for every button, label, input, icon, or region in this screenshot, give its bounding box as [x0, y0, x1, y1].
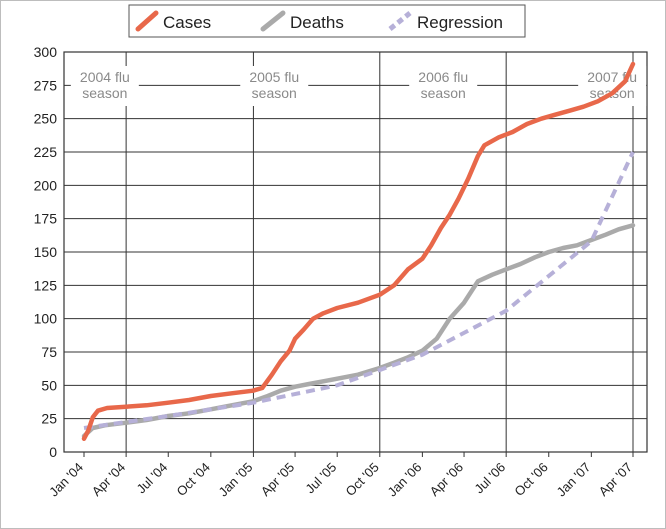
x-tick-label: Jan '06	[385, 460, 425, 500]
y-tick-label: 150	[34, 244, 58, 260]
annotation-flu-season: 2006 flu	[418, 69, 468, 85]
legend-label-cases: Cases	[163, 13, 211, 32]
x-tick-label: Jul '05	[302, 460, 339, 497]
legend: Cases Deaths Regression	[128, 4, 526, 38]
x-tick-label: Apr '05	[258, 460, 297, 499]
y-tick-label: 300	[34, 44, 58, 60]
legend-swatch-deaths	[260, 10, 286, 32]
x-tick-label: Apr '07	[596, 460, 635, 499]
x-tick-label: Apr '04	[89, 460, 128, 499]
x-tick-label: Jan '05	[216, 460, 256, 500]
y-tick-label: 100	[34, 311, 58, 327]
series-line-cases	[81, 61, 636, 441]
y-tick-label: 200	[34, 177, 58, 193]
series-line-deaths	[81, 223, 636, 439]
legend-box	[128, 4, 526, 38]
y-tick-label: 225	[34, 144, 58, 160]
y-tick-label: 50	[41, 377, 57, 393]
legend-swatch-regression	[388, 11, 412, 31]
x-tick-label: Jan '07	[553, 460, 593, 500]
x-tick-label: Oct '06	[511, 460, 550, 499]
y-tick-label: 125	[34, 277, 58, 293]
x-tick-label: Oct '04	[174, 460, 213, 499]
legend-label-regression: Regression	[417, 13, 503, 32]
annotation-backdrop	[578, 66, 647, 106]
annotation-flu-season: season	[421, 85, 466, 101]
annotation-flu-season: 2005 flu	[249, 69, 299, 85]
y-tick-label: 250	[34, 111, 58, 127]
y-tick-label: 275	[34, 77, 58, 93]
x-tick-label: Jul '04	[133, 460, 170, 497]
x-tick-label: Apr '06	[427, 460, 466, 499]
y-tick-label: 75	[41, 344, 57, 360]
y-tick-label: 25	[41, 411, 57, 427]
series-line-regression	[83, 151, 635, 430]
x-tick-label: Oct '05	[342, 460, 381, 499]
x-tick-label: Jul '06	[471, 460, 508, 497]
annotation-backdrop	[240, 66, 309, 106]
y-tick-label: 175	[34, 211, 58, 227]
y-tick-label: 0	[49, 444, 57, 460]
legend-swatch-cases	[135, 10, 159, 32]
plot-area: 0 25 50 75 100 125 150 175 200 225 250 275 300 Jan '0…	[34, 44, 648, 500]
annotation-backdrop	[409, 66, 478, 106]
annotation-flu-season: 2004 flu	[80, 69, 130, 85]
annotation-flu-season: season	[252, 85, 297, 101]
legend-label-deaths: Deaths	[290, 13, 344, 32]
x-tick-label: Jan '04	[46, 460, 86, 500]
annotation-flu-season: season	[82, 85, 127, 101]
annotation-backdrop	[70, 66, 139, 106]
